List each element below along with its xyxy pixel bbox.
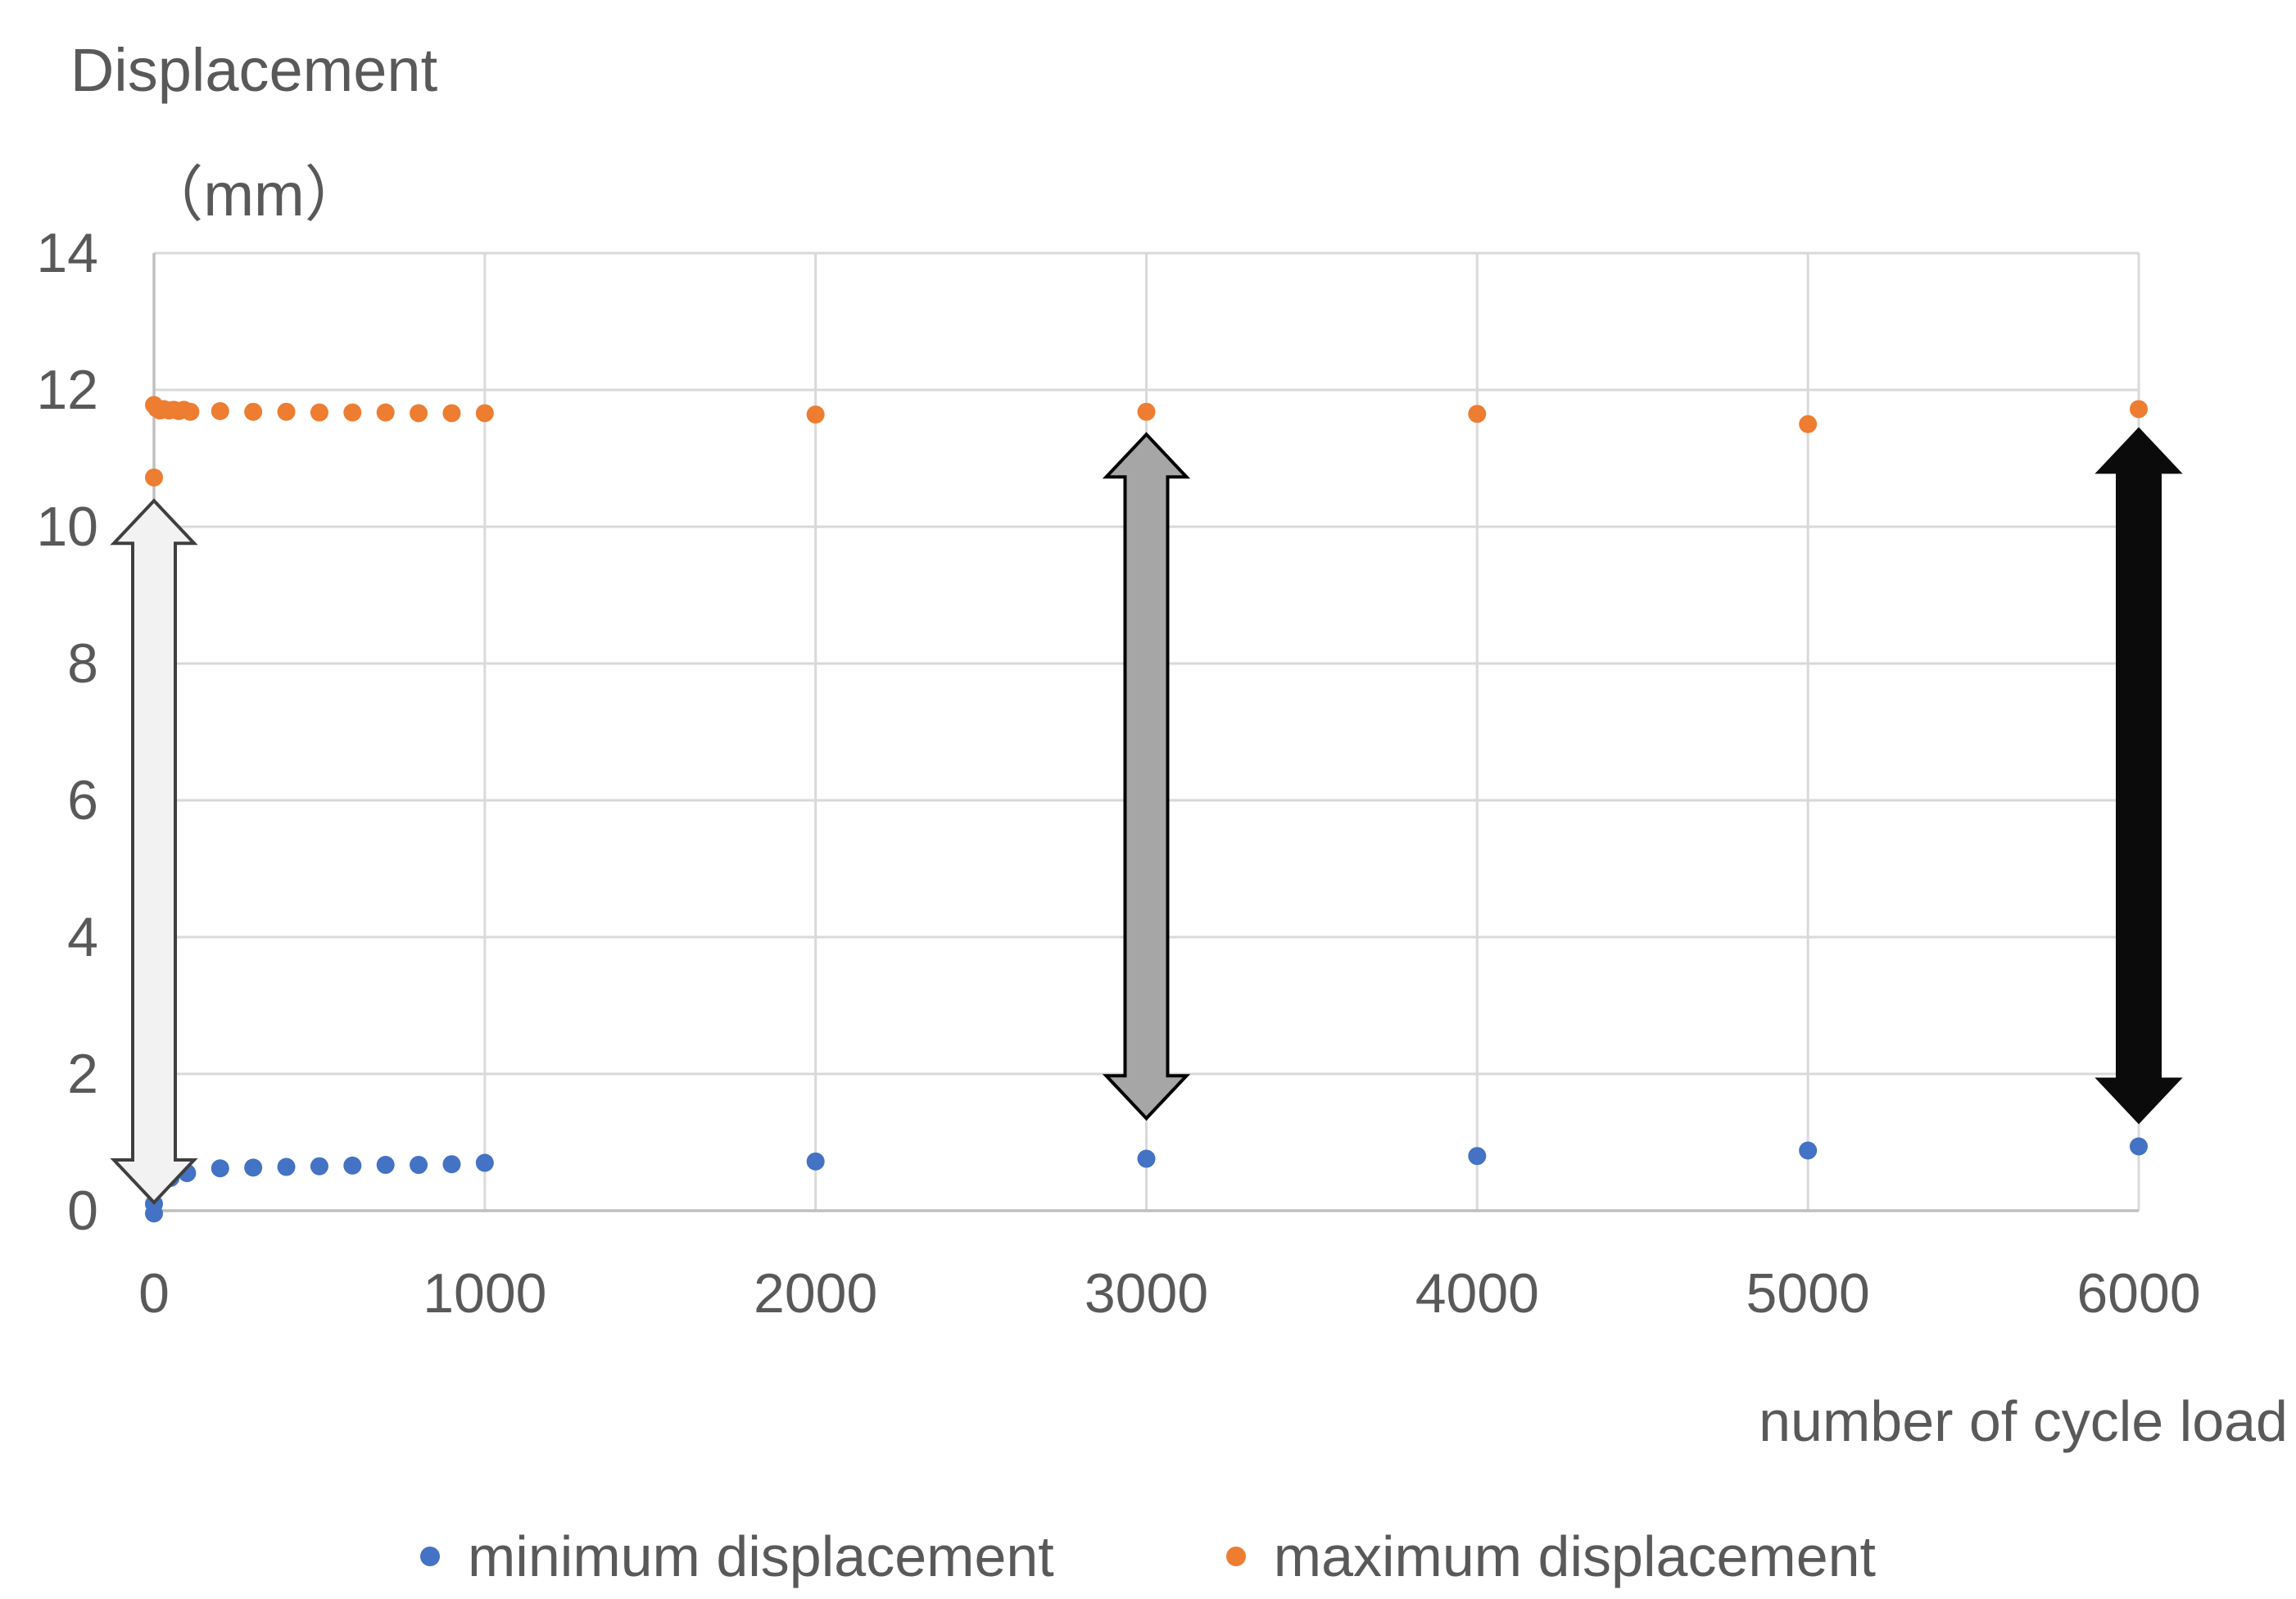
data-point-maximum — [1137, 402, 1156, 421]
y-tick-label: 8 — [67, 632, 98, 695]
data-point-maximum — [181, 402, 200, 421]
legend: minimum displacement maximum displacemen… — [0, 1514, 2296, 1599]
legend-dot-minimum-icon — [419, 1547, 440, 1566]
data-point-minimum — [310, 1157, 328, 1175]
legend-label-maximum: maximum displacement — [1273, 1524, 1877, 1588]
data-point-minimum — [806, 1152, 825, 1171]
data-point-maximum — [410, 404, 428, 423]
data-point-maximum — [806, 405, 825, 424]
y-axis-title-line1: Displacement — [70, 36, 438, 104]
range-double-arrow — [2094, 427, 2183, 1125]
data-point-maximum — [475, 404, 494, 423]
data-point-maximum — [211, 401, 229, 420]
range-double-arrow — [1102, 432, 1191, 1121]
data-point-minimum — [410, 1156, 428, 1175]
x-tick-label: 5000 — [1746, 1262, 1870, 1325]
data-point-minimum — [2130, 1137, 2148, 1156]
data-point-maximum — [277, 402, 296, 421]
x-tick-label: 2000 — [754, 1262, 878, 1325]
y-tick-label: 2 — [67, 1043, 98, 1105]
data-point-maximum — [310, 403, 328, 422]
y-tick-label: 6 — [67, 769, 98, 831]
data-point-minimum — [1468, 1147, 1487, 1166]
data-point-maximum — [244, 402, 263, 421]
y-axis-title-line2: （mm） — [143, 160, 365, 229]
legend-dot-maximum-icon — [1225, 1547, 1246, 1566]
x-tick-label: 1000 — [423, 1262, 547, 1325]
data-point-maximum — [2130, 400, 2148, 419]
x-tick-label: 0 — [138, 1262, 170, 1325]
data-point-minimum — [244, 1158, 263, 1177]
y-tick-label: 10 — [36, 496, 98, 558]
data-point-minimum — [1137, 1149, 1156, 1168]
data-point-minimum — [1799, 1141, 1818, 1160]
data-point-minimum — [442, 1155, 461, 1174]
x-axis-title: number of cycle load — [1759, 1389, 2288, 1453]
y-tick-label: 4 — [67, 906, 98, 968]
data-point-minimum — [376, 1156, 395, 1175]
data-point-minimum — [475, 1153, 494, 1172]
data-point-minimum — [211, 1159, 229, 1178]
data-point-maximum — [343, 403, 362, 422]
x-tick-label: 3000 — [1084, 1262, 1209, 1325]
x-tick-label: 4000 — [1415, 1262, 1539, 1325]
y-tick-label: 0 — [67, 1180, 98, 1242]
legend-item-maximum: maximum displacement — [1225, 1524, 1877, 1589]
data-point-maximum — [376, 403, 395, 422]
legend-item-minimum: minimum displacement — [419, 1524, 1054, 1589]
data-point-maximum — [145, 468, 163, 487]
data-point-minimum — [343, 1156, 362, 1175]
y-tick-label: 14 — [36, 222, 98, 284]
x-tick-label: 6000 — [2076, 1262, 2201, 1325]
y-tick-label: 12 — [36, 359, 98, 421]
y-axis-title: Displacement （mm） — [49, 8, 459, 256]
data-point-minimum — [277, 1157, 296, 1176]
data-point-maximum — [442, 404, 461, 423]
range-double-arrow — [110, 498, 198, 1205]
legend-label-minimum: minimum displacement — [467, 1524, 1054, 1588]
data-point-maximum — [1468, 405, 1487, 424]
data-point-maximum — [1799, 414, 1818, 433]
